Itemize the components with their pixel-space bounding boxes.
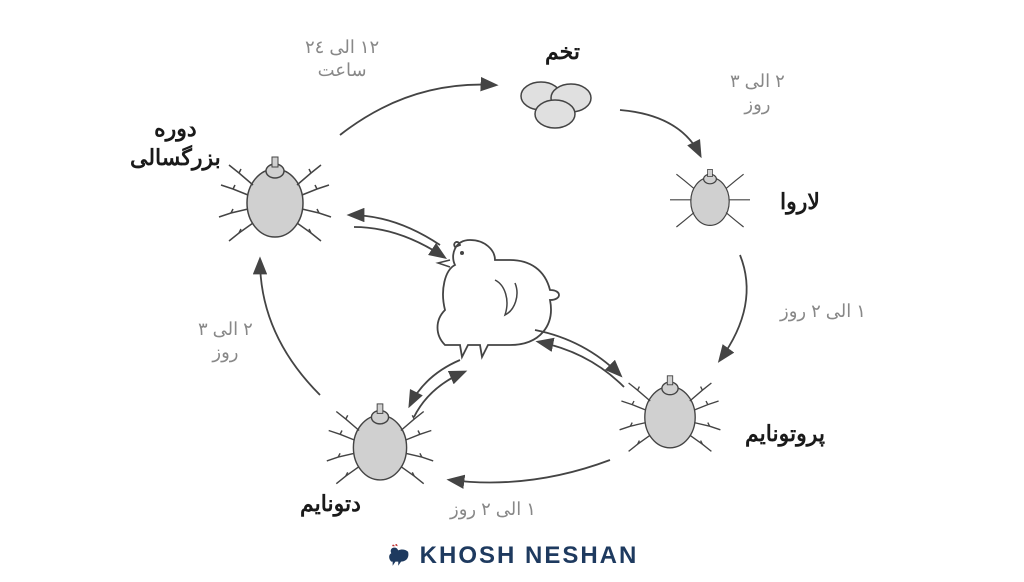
- duration-adult-egg: ۱۲ الی ۲٤ ساعت: [305, 36, 379, 83]
- arrow-deutonymph-adult: [260, 260, 320, 395]
- inner-arrow-2-a: [410, 360, 460, 405]
- lifecycle-diagram: تخم لاروا پروتونایم دتونایم دوره بزرگسال…: [0, 0, 1024, 582]
- adult-icon: [219, 157, 331, 241]
- protonymph-icon: [620, 376, 721, 452]
- arrow-adult-egg: [340, 85, 495, 135]
- arrow-protonymph-deutonymph: [450, 460, 610, 483]
- duration-proto-deuto: ۱ الی ۲ روز: [450, 498, 536, 521]
- stage-protonymph-label: پروتونایم: [745, 420, 825, 449]
- arrow-larva-protonymph: [720, 255, 747, 360]
- larva-icon: [670, 169, 750, 227]
- brand-logo: KHOSH NESHAN: [386, 542, 639, 570]
- inner-arrow-0-a: [350, 215, 440, 245]
- deutonymph-icon: [327, 404, 433, 484]
- inner-arrow-1-b: [539, 342, 624, 387]
- inner-arrow-2-b: [414, 372, 464, 417]
- stage-larva-label: لاروا: [780, 188, 820, 217]
- stage-adult-label: دوره بزرگسالی: [130, 115, 221, 172]
- duration-larva-proto: ۱ الی ۲ روز: [780, 300, 866, 323]
- diagram-svg: [0, 0, 1024, 582]
- duration-deuto-adult: ۲ الی ۳ روز: [198, 318, 253, 365]
- stage-egg-label: تخم: [545, 38, 580, 67]
- arrow-egg-larva: [620, 110, 700, 155]
- inner-arrow-1-a: [535, 330, 620, 375]
- brand-rooster-icon: [386, 542, 414, 570]
- brand-text: KHOSH NESHAN: [420, 542, 639, 570]
- inner-arrow-0-b: [354, 227, 444, 257]
- duration-egg-larva: ۲ الی ۳ روز: [730, 70, 785, 117]
- egg-icon: [521, 82, 591, 128]
- stage-deutonymph-label: دتونایم: [300, 490, 361, 519]
- chicken-icon: [438, 240, 560, 357]
